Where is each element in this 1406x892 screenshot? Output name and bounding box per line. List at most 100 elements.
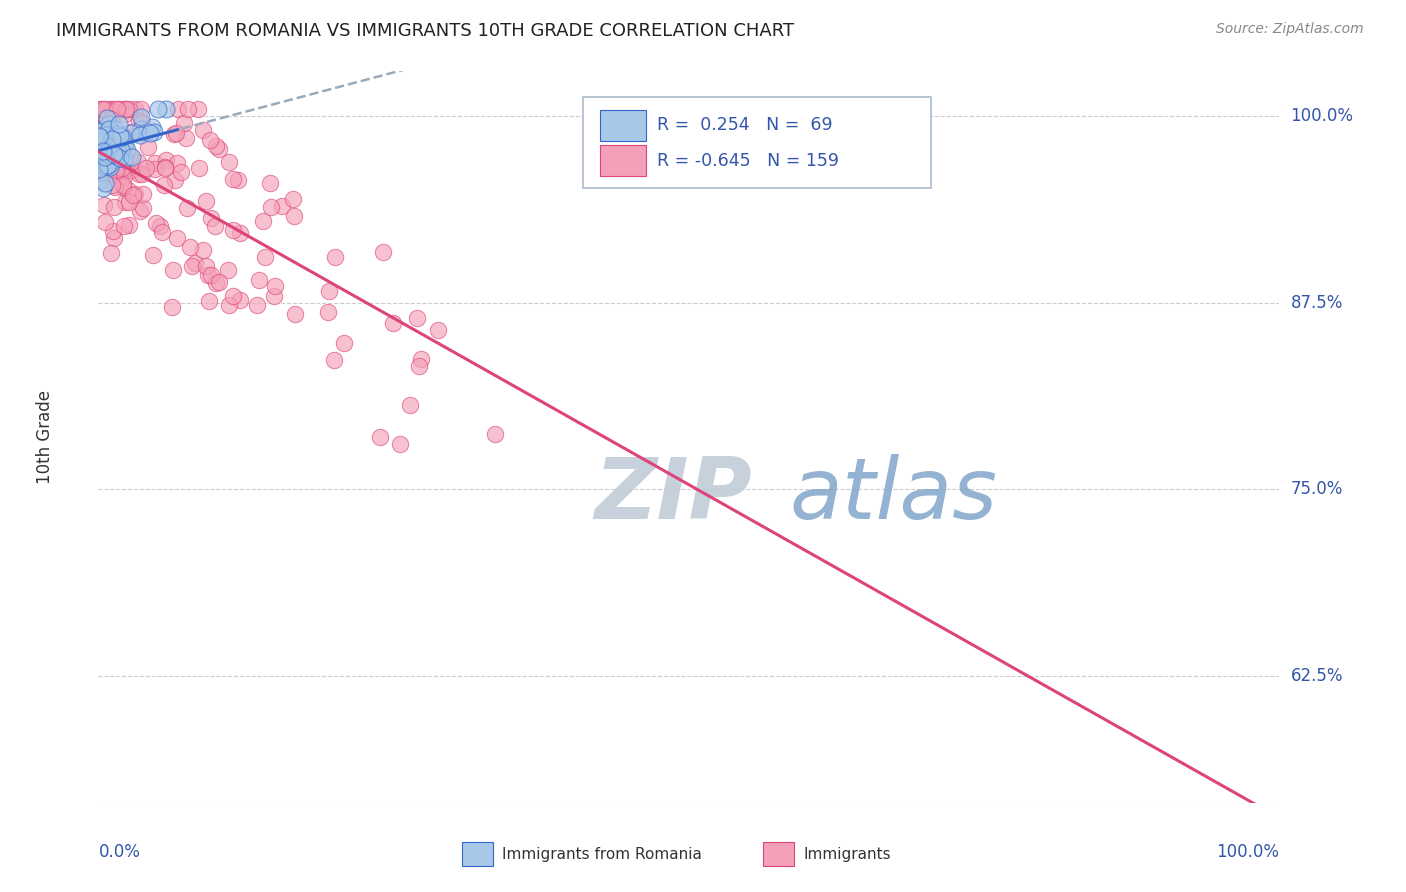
Point	[226, 173, 249, 187]
Point	[173, 115, 195, 129]
Point	[408, 359, 430, 373]
Point	[107, 159, 129, 173]
Text: Source: ZipAtlas.com: Source: ZipAtlas.com	[1216, 22, 1364, 37]
Point	[105, 149, 128, 163]
Point	[111, 178, 134, 193]
Point	[197, 294, 219, 309]
Point	[187, 102, 209, 116]
Point	[124, 102, 146, 116]
Point	[114, 195, 136, 210]
Point	[155, 102, 177, 116]
Point	[118, 194, 141, 209]
Point	[200, 133, 222, 147]
Text: 100.0%: 100.0%	[1291, 107, 1354, 125]
Point	[111, 161, 134, 176]
Point	[195, 259, 218, 273]
Point	[105, 161, 128, 175]
Point	[96, 158, 118, 172]
Point	[318, 304, 340, 318]
Point	[118, 218, 141, 232]
Point	[103, 153, 125, 168]
Point	[96, 128, 118, 143]
Point	[112, 152, 135, 166]
Point	[112, 169, 135, 184]
Point	[129, 204, 152, 219]
FancyBboxPatch shape	[763, 841, 794, 866]
Point	[406, 311, 429, 326]
Point	[228, 226, 250, 240]
Point	[162, 263, 184, 277]
Point	[98, 136, 121, 151]
Point	[115, 161, 138, 176]
Text: IMMIGRANTS FROM ROMANIA VS IMMIGRANTS 10TH GRADE CORRELATION CHART: IMMIGRANTS FROM ROMANIA VS IMMIGRANTS 10…	[56, 22, 794, 40]
Point	[259, 176, 281, 190]
Point	[167, 102, 190, 116]
Point	[94, 123, 117, 137]
Point	[139, 126, 162, 140]
Point	[90, 143, 112, 157]
Point	[318, 284, 340, 298]
Point	[254, 250, 277, 264]
Point	[91, 146, 114, 161]
Point	[91, 102, 114, 116]
Point	[129, 110, 152, 124]
Point	[124, 187, 146, 202]
Point	[121, 163, 143, 178]
Point	[111, 130, 134, 145]
Point	[97, 134, 120, 148]
Point	[90, 147, 112, 161]
Point	[98, 171, 121, 186]
Text: 100.0%: 100.0%	[1216, 843, 1279, 861]
Point	[120, 126, 142, 140]
Point	[218, 298, 240, 312]
Point	[170, 165, 193, 179]
Text: 62.5%: 62.5%	[1291, 667, 1343, 685]
Point	[94, 110, 117, 124]
Point	[129, 128, 152, 142]
Point	[93, 160, 115, 174]
Point	[108, 138, 131, 153]
Point	[103, 230, 125, 244]
Point	[118, 102, 141, 116]
Point	[221, 223, 243, 237]
Point	[229, 293, 252, 308]
Point	[91, 144, 114, 158]
Point	[104, 180, 127, 194]
Point	[284, 307, 307, 321]
Point	[132, 201, 155, 215]
Point	[90, 143, 112, 157]
Point	[114, 102, 136, 116]
Point	[111, 129, 134, 144]
Point	[107, 150, 129, 164]
Point	[112, 142, 135, 156]
Point	[89, 142, 111, 156]
Point	[197, 268, 219, 283]
Point	[131, 186, 153, 201]
Point	[129, 122, 152, 136]
Point	[87, 162, 110, 177]
Point	[98, 160, 121, 174]
Point	[150, 226, 173, 240]
Point	[131, 102, 153, 116]
Point	[208, 275, 231, 289]
Point	[94, 153, 117, 168]
Point	[323, 353, 346, 368]
Point	[218, 155, 240, 169]
Point	[162, 127, 184, 141]
Point	[108, 102, 131, 116]
Point	[484, 427, 506, 442]
Point	[96, 160, 118, 174]
Point	[146, 102, 169, 116]
Point	[205, 138, 228, 153]
Point	[97, 139, 120, 153]
Point	[131, 120, 153, 135]
Point	[131, 167, 153, 181]
Point	[87, 138, 110, 153]
Point	[105, 102, 128, 116]
Point	[281, 192, 304, 206]
Point	[389, 437, 412, 451]
Point	[101, 143, 124, 157]
Point	[195, 194, 218, 208]
Point	[325, 250, 347, 264]
Point	[333, 335, 356, 350]
